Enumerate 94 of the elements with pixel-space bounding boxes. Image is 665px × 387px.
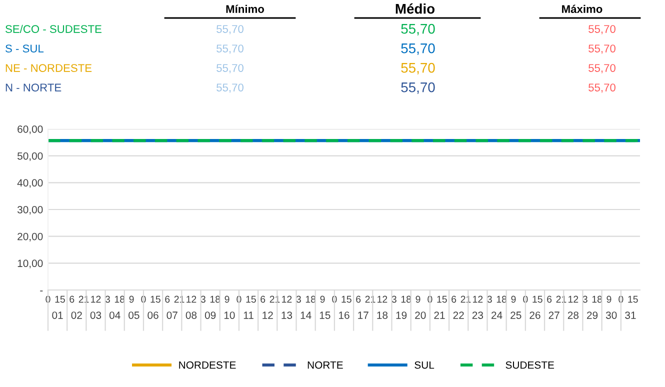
text: Mínimo xyxy=(226,4,264,13)
x2-tick-label: 20 xyxy=(415,312,426,319)
x2-tick-label: 21 xyxy=(434,312,445,319)
x-tick-label: 6 xyxy=(547,296,552,303)
text: 55,70 xyxy=(588,64,616,74)
x2-tick-label: 27 xyxy=(548,312,560,319)
x-tick-label: 15 xyxy=(342,296,352,303)
x-tick-label: 12 xyxy=(378,296,388,303)
x2-tick-label: 14 xyxy=(300,312,312,319)
x2-tick-label: 11 xyxy=(244,312,254,319)
x2-tick-label: 26 xyxy=(530,312,540,319)
text: 55,70 xyxy=(216,44,244,54)
x2-tick-label: 24 xyxy=(492,312,502,319)
y-tick-label: 50,00 xyxy=(17,152,43,161)
x-tick-label: 6 xyxy=(260,296,266,303)
text: 55,70 xyxy=(216,25,244,34)
y-tick-label: - xyxy=(40,290,43,292)
x-tick-label: 3 xyxy=(200,296,206,303)
x2-tick-label: 29 xyxy=(587,312,598,319)
text: 55,70 xyxy=(588,84,616,93)
x-tick-label: 3 xyxy=(582,296,588,303)
y-tick-label: 10,00 xyxy=(18,260,43,268)
x-tick-label: 9 xyxy=(416,296,420,303)
legend-label: SUDESTE xyxy=(506,361,554,369)
x2-tick-label: 30 xyxy=(606,312,617,319)
x2-tick-label: 09 xyxy=(204,312,216,319)
x2-tick-label: 25 xyxy=(510,312,522,319)
x-tick-label: 0 xyxy=(523,296,528,303)
x-tick-label: 9 xyxy=(511,296,516,303)
x-tick-label: 15 xyxy=(246,296,256,303)
x-tick-label: 12 xyxy=(91,296,101,303)
x-tick-label: 3 xyxy=(392,296,396,303)
legend-label: NORDESTE xyxy=(179,361,236,369)
x-tick-label: 12 xyxy=(568,296,578,303)
x-tick-label: 6 xyxy=(452,296,456,303)
x-tick-label: 9 xyxy=(129,296,134,303)
x2-tick-label: 08 xyxy=(186,312,197,319)
y-tick-label: 60,00 xyxy=(18,126,43,134)
x2-tick-label: 13 xyxy=(282,312,292,319)
x2-tick-label: 17 xyxy=(358,312,368,319)
x-tick-label: 12 xyxy=(186,296,196,303)
text: S - SUL xyxy=(6,44,44,52)
x-tick-label: 15 xyxy=(532,296,542,303)
x2-tick-label: 05 xyxy=(128,312,140,319)
x2-tick-label: 23 xyxy=(472,312,484,319)
x2-tick-label: 12 xyxy=(262,312,273,319)
text: 55,70 xyxy=(401,82,435,94)
x-tick-label: 9 xyxy=(320,296,325,303)
x-tick-label: 3 xyxy=(296,296,301,303)
legend-label: SUL xyxy=(414,361,434,369)
text: 55,70 xyxy=(588,25,616,34)
y-tick-label: 20,00 xyxy=(18,232,43,242)
text: 55,70 xyxy=(401,24,435,36)
x2-tick-label: 10 xyxy=(224,312,235,319)
x-tick-label: 9 xyxy=(606,296,612,303)
text: Máximo xyxy=(562,4,602,13)
x2-tick-label: 15 xyxy=(320,312,330,319)
x-tick-label: 6 xyxy=(70,296,74,303)
text: NE - NORDESTE xyxy=(6,64,92,72)
x-tick-label: 15 xyxy=(437,296,447,303)
x-tick-label: 12 xyxy=(282,296,292,303)
x2-tick-label: 07 xyxy=(166,312,178,319)
text: 55,70 xyxy=(588,44,616,54)
text: 55,70 xyxy=(401,62,435,74)
y-tick-label: 40,00 xyxy=(17,179,43,188)
x-tick-label: 15 xyxy=(55,296,65,303)
x2-tick-label: 31 xyxy=(625,312,636,319)
x-tick-label: 15 xyxy=(150,296,160,303)
x-tick-label: 3 xyxy=(487,296,492,303)
x-tick-label: 6 xyxy=(356,296,361,303)
x-tick-label: 12 xyxy=(473,296,483,303)
text: N - NORTE xyxy=(6,84,62,92)
x2-tick-label: 18 xyxy=(377,312,388,319)
x-tick-label: 15 xyxy=(628,296,638,303)
x2-tick-label: 16 xyxy=(339,312,350,319)
x2-tick-label: 22 xyxy=(453,312,464,319)
x2-tick-label: 01 xyxy=(52,312,63,319)
text: SE/CO - SUDESTE xyxy=(6,24,102,33)
text: 55,70 xyxy=(216,84,244,93)
x-tick-label: 0 xyxy=(618,296,624,303)
y-tick-label: 30,00 xyxy=(17,206,43,215)
text: 55,70 xyxy=(401,43,435,55)
x2-tick-label: 03 xyxy=(90,312,102,319)
x2-tick-label: 02 xyxy=(71,312,82,319)
text: 55,70 xyxy=(216,64,244,74)
legend-label: NORTE xyxy=(308,361,343,369)
text: Médio xyxy=(396,3,435,14)
x2-tick-label: 04 xyxy=(109,312,120,319)
x-tick-label: 6 xyxy=(165,296,170,303)
x2-tick-label: 28 xyxy=(568,312,579,319)
x2-tick-label: 19 xyxy=(396,312,407,319)
x-tick-label: 9 xyxy=(224,296,230,303)
x2-tick-label: 06 xyxy=(148,312,158,319)
x-tick-label: 3 xyxy=(105,296,110,303)
